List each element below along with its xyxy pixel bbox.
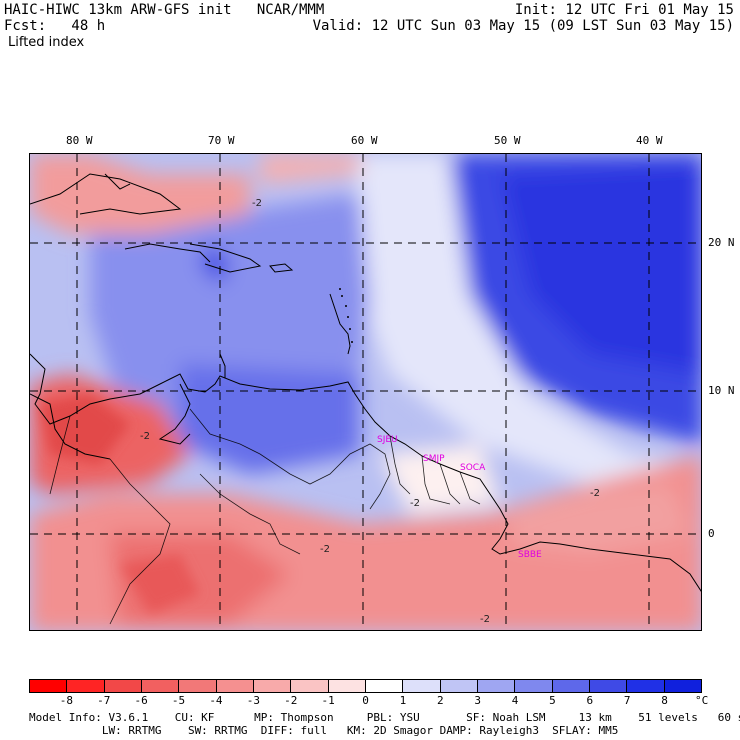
colorbar-label: 5 (549, 694, 556, 707)
colorbar-label: -5 (171, 694, 186, 707)
station-label: SOCA (460, 463, 486, 473)
colorbar-label: 1 (399, 694, 407, 707)
model-title: HAIC-HIWC 13km ARW-GFS init NCAR/MMM (4, 2, 325, 18)
colorbar-swatch (589, 680, 628, 692)
contour-label: -2 (140, 431, 150, 442)
colorbar-swatch (179, 680, 217, 692)
contour-label: -2 (320, 544, 330, 555)
colorbar-swatch (365, 680, 404, 692)
colorbar-swatch (104, 680, 142, 692)
colorbar-swatch (291, 680, 329, 692)
lat-label: 0 (708, 527, 715, 540)
station-label: SBBE (518, 550, 542, 560)
valid-time: Valid: 12 UTC Sun 03 May 15 (09 LST Sun … (312, 18, 734, 34)
colorbar-unit: °C (695, 694, 709, 707)
colorbar-label: 3 (474, 694, 481, 707)
colorbar-label: -4 (209, 694, 223, 707)
colorbar-swatch (664, 680, 701, 692)
lat-label: 20 N (708, 236, 735, 249)
init-time: Init: 12 UTC Fri 01 May 15 (514, 2, 734, 18)
lon-label: 80 W (66, 134, 93, 147)
lon-label: 50 W (494, 134, 521, 147)
lesser-antilles (339, 288, 353, 343)
lifted-index-map: -2 -2 -2 -2 -2 -2 SJEU SMJP SOCA SBBE (30, 154, 701, 630)
model-info-line1: Model Info: V3.6.1 CU: KF MP: Thompson P… (29, 711, 740, 724)
colorbar-label: 8 (661, 694, 668, 707)
colorbar-label: -1 (321, 694, 335, 707)
contour-label: -2 (590, 488, 600, 499)
colorbar-swatch (216, 680, 254, 692)
lat-label: 10 N (708, 384, 735, 397)
map-panel: -2 -2 -2 -2 -2 -2 SJEU SMJP SOCA SBBE (29, 153, 702, 631)
colorbar-swatch (30, 680, 68, 692)
colorbar-swatch (328, 680, 366, 692)
contour-label: -2 (480, 614, 490, 625)
coastlines (30, 173, 701, 592)
colorbar-swatch (67, 680, 105, 692)
colorbar-label: -8 (59, 694, 73, 707)
lon-label: 70 W (208, 134, 235, 147)
colorbar-label: -7 (97, 694, 111, 707)
station-label: SMJP (423, 454, 445, 464)
lon-label: 40 W (636, 134, 663, 147)
colorbar-swatch (440, 680, 478, 692)
colorbar-swatch (627, 680, 665, 692)
colorbar-label: 2 (436, 694, 444, 707)
station-label: SJEU (377, 435, 398, 445)
colorbar-swatch (403, 680, 441, 692)
colorbar-label: 6 (586, 694, 594, 707)
colorbar-label: 7 (623, 694, 631, 707)
colorbar (29, 679, 702, 693)
colorbar-swatch (141, 680, 180, 692)
colorbar-label: -6 (134, 694, 148, 707)
colorbar-swatch (253, 680, 292, 692)
forecast-hour: Fcst: 48 h (4, 18, 106, 34)
colorbar-label: -2 (284, 694, 298, 707)
field-name: Lifted index (8, 35, 85, 50)
contour-label: -2 (252, 198, 262, 209)
lon-label: 60 W (351, 134, 378, 147)
borders (49, 408, 481, 625)
contour-label: -2 (410, 498, 420, 509)
colorbar-swatch (515, 680, 553, 692)
colorbar-label: 4 (511, 694, 519, 707)
colorbar-swatch (477, 680, 516, 692)
colorbar-label: -3 (246, 694, 260, 707)
colorbar-label: 0 (362, 694, 369, 707)
colorbar-swatch (552, 680, 590, 692)
model-info-line2: LW: RRTMG SW: RRTMG DIFF: full KM: 2D Sm… (29, 724, 619, 737)
